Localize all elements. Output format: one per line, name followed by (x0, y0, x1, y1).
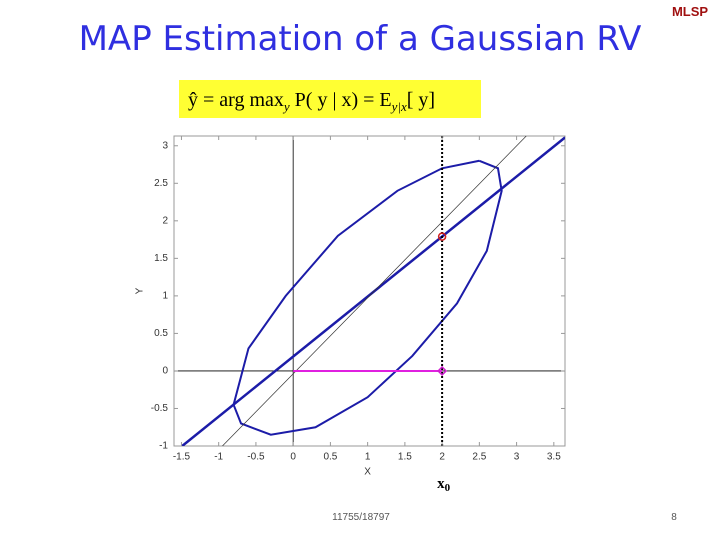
y-tick-label: 1 (162, 291, 168, 302)
x-tick-label: -1 (214, 452, 223, 463)
logo: MLSP (672, 4, 708, 19)
x-tick-label: 3.5 (547, 452, 561, 463)
formula-box (179, 80, 481, 118)
formula-part: P( y | x) = E (290, 89, 392, 111)
formula-part: [ y] (407, 89, 435, 111)
y-tick-label: 0.5 (154, 328, 168, 339)
y-axis-label: Y (135, 287, 146, 294)
x-tick-label: -0.5 (247, 452, 265, 463)
x-tick-label: 1 (365, 452, 371, 463)
x-tick-label: 3 (514, 452, 520, 463)
footer: 11755/18797 (332, 512, 390, 523)
x-tick-label: 2.5 (472, 452, 486, 463)
annotation: x0 (437, 476, 451, 494)
x-tick-label: 2 (439, 452, 445, 463)
x-tick-label: 0.5 (323, 452, 337, 463)
formula: ŷ = arg maxy P( y | x) = Ey|x[ y] (188, 89, 435, 114)
y-tick-label: 1.5 (154, 253, 168, 264)
y-tick-label: 2 (162, 215, 168, 226)
x-tick-label: -1.5 (173, 452, 191, 463)
y-tick-label: -0.5 (151, 403, 169, 414)
line (222, 136, 527, 446)
slide-title: MAP Estimation of a Gaussian RV (79, 19, 642, 59)
line (232, 159, 503, 436)
y-tick-label: 0 (162, 366, 168, 377)
y-tick-label: 2.5 (154, 178, 168, 189)
x-axis-label: X (364, 467, 371, 478)
y-tick-label: 3 (162, 140, 168, 151)
marker (437, 232, 447, 241)
x-tick-label: 1.5 (398, 452, 412, 463)
formula-part: y (282, 99, 290, 114)
annotation-part: 0 (445, 482, 451, 494)
x-tick-label: 0 (290, 452, 296, 463)
formula-part: y|x (390, 99, 407, 114)
y-tick-label: -1 (159, 441, 168, 452)
marker (437, 365, 448, 376)
plot-frame (173, 135, 566, 447)
page-number: 8 (671, 512, 677, 523)
formula-part: ŷ = arg max (188, 89, 284, 111)
annotation-part: x (437, 476, 445, 492)
plot-area (174, 136, 565, 446)
